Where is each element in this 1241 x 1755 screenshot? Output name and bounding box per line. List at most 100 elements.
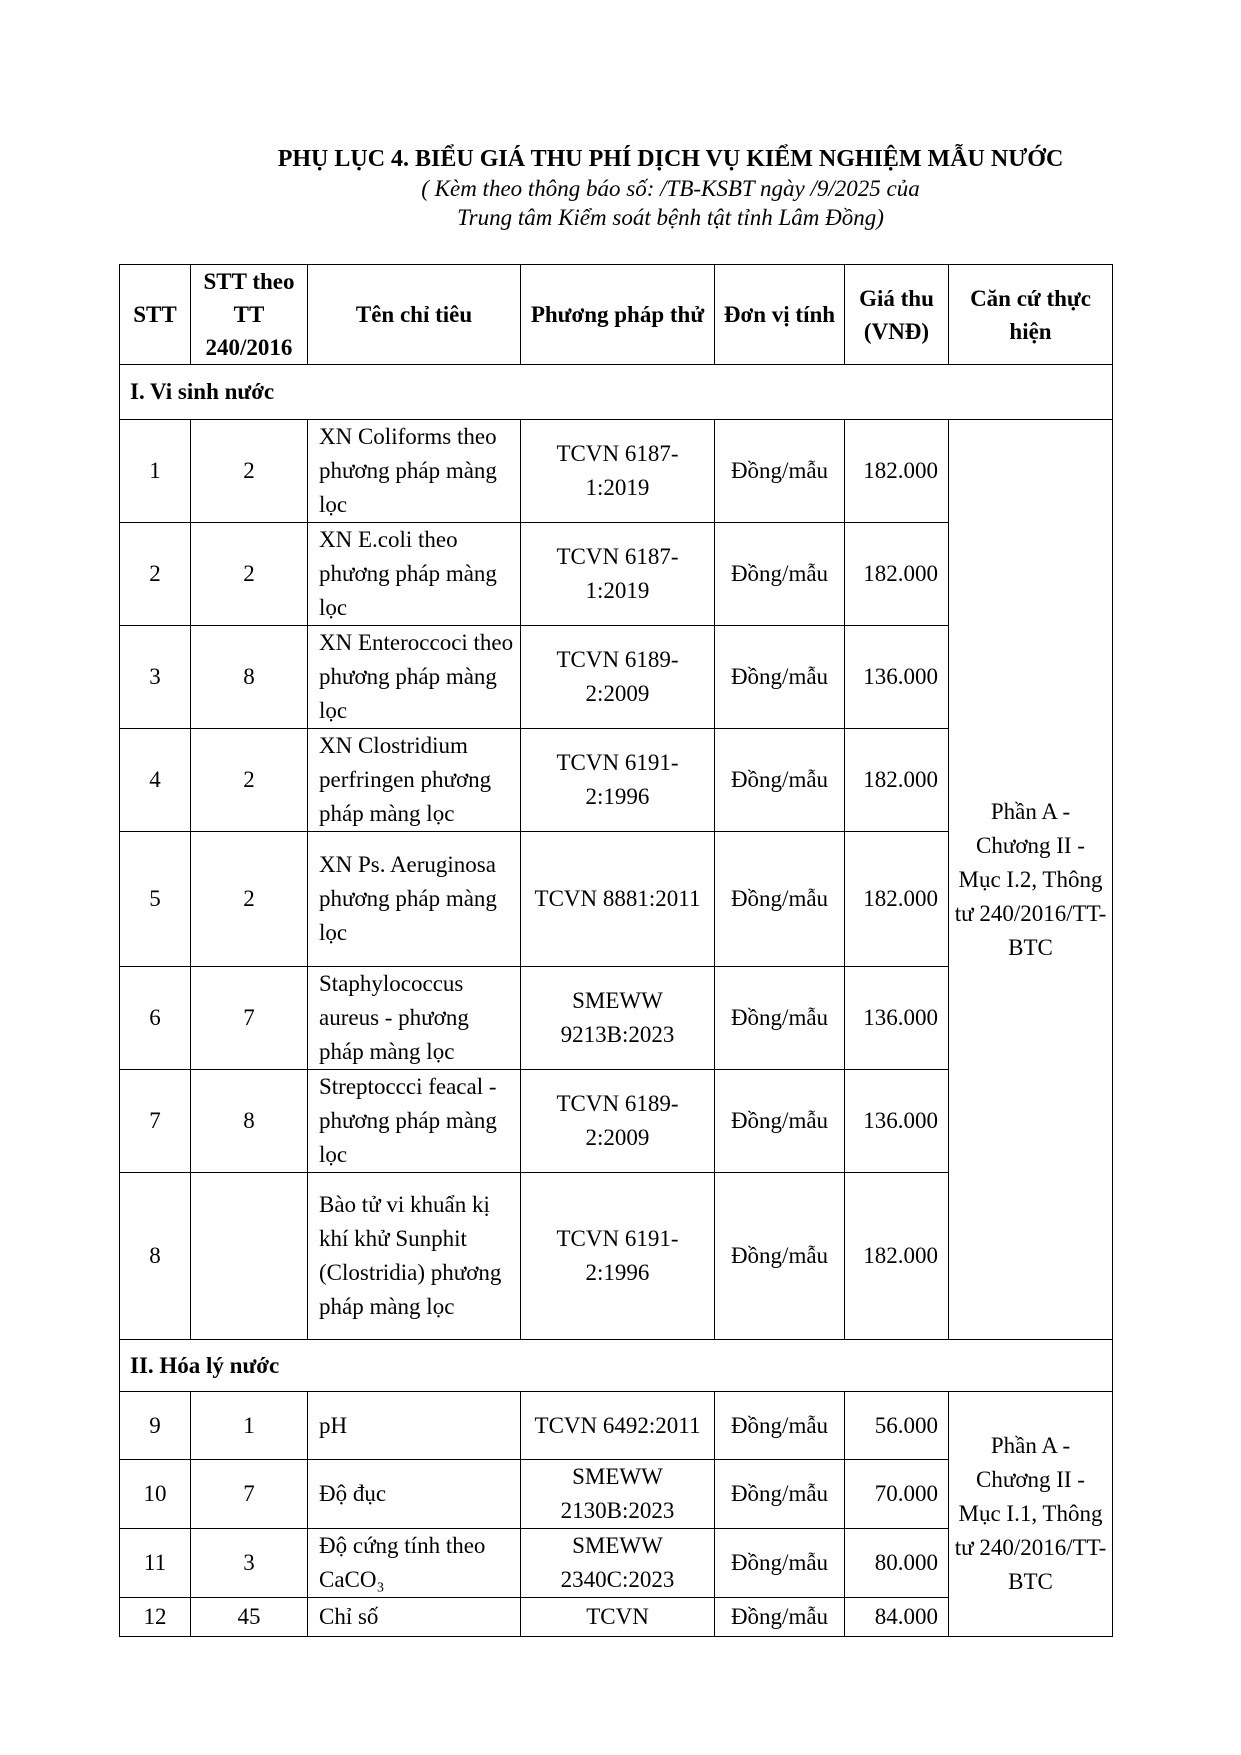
cell-stt-tt: 2	[190, 522, 308, 626]
header-method: Phương pháp thử	[520, 264, 715, 365]
cell-unit: Đồng/mẫu	[714, 1528, 845, 1598]
cell-stt-tt: 3	[190, 1528, 308, 1598]
cell-price: 56.000	[844, 1391, 949, 1460]
cell-stt-tt: 7	[190, 1459, 308, 1529]
cell-basis: Phần A - Chương II - Mục I.1, Thông tư 2…	[948, 1391, 1113, 1637]
cell-unit: Đồng/mẫu	[714, 728, 845, 832]
cell-stt-tt: 2	[190, 831, 308, 967]
cell-method: TCVN 8881:2011	[520, 831, 715, 967]
section-row: II. Hóa lý nước	[119, 1339, 1113, 1392]
cell-stt-tt: 8	[190, 1069, 308, 1173]
cell-method: TCVN 6187-1:2019	[520, 419, 715, 523]
cell-unit: Đồng/mẫu	[714, 1459, 845, 1529]
price-table: STT STT theo TT 240/2016 Tên chỉ tiêu Ph…	[119, 264, 1113, 1637]
cell-stt: 10	[119, 1459, 191, 1529]
document-title: PHỤ LỤC 4. BIỂU GIÁ THU PHÍ DỊCH VỤ KIỂM…	[277, 146, 1064, 172]
cell-name: XN E.coli theo phương pháp màng lọc	[307, 522, 521, 626]
cell-price: 70.000	[844, 1459, 949, 1529]
cell-stt: 6	[119, 966, 191, 1070]
cell-stt-tt: 2	[190, 419, 308, 523]
cell-method: TCVN 6492:2011	[520, 1391, 715, 1460]
cell-stt: 1	[119, 419, 191, 523]
table-row: 7 8 Streptoccci feacal - phương pháp màn…	[119, 1069, 1113, 1173]
header-stt: STT	[119, 264, 191, 365]
cell-price: 182.000	[844, 522, 949, 626]
cell-stt-tt: 2	[190, 728, 308, 832]
cell-basis: Phần A - Chương II - Mục I.2, Thông tư 2…	[948, 419, 1113, 1340]
cell-stt: 2	[119, 522, 191, 626]
cell-stt: 11	[119, 1528, 191, 1598]
cell-stt: 4	[119, 728, 191, 832]
cell-price: 182.000	[844, 831, 949, 967]
table-row: 12 45 Chỉ số TCVN Đồng/mẫu 84.000	[119, 1597, 1113, 1637]
cell-name: XN Coliforms theo phương pháp màng lọc	[307, 419, 521, 523]
cell-name: pH	[307, 1391, 521, 1460]
table-row: 2 2 XN E.coli theo phương pháp màng lọc …	[119, 522, 1113, 626]
cell-method: SMEWW 9213B:2023	[520, 966, 715, 1070]
table-row: 4 2 XN Clostridium perfringen phương phá…	[119, 728, 1113, 832]
header-basis: Căn cứ thực hiện	[948, 264, 1113, 365]
cell-price: 136.000	[844, 966, 949, 1070]
cell-name: Chỉ số	[307, 1597, 521, 1637]
table-row: 10 7 Độ đục SMEWW 2130B:2023 Đồng/mẫu 70…	[119, 1459, 1113, 1529]
cell-name: Độ cứng tính theo CaCO₃	[307, 1528, 521, 1598]
cell-method: TCVN	[520, 1597, 715, 1637]
cell-unit: Đồng/mẫu	[714, 1069, 845, 1173]
cell-method: TCVN 6189-2:2009	[520, 625, 715, 729]
cell-method: TCVN 6191-2:1996	[520, 1172, 715, 1340]
cell-price: 136.000	[844, 1069, 949, 1173]
cell-price: 80.000	[844, 1528, 949, 1598]
table-row: 9 1 pH TCVN 6492:2011 Đồng/mẫu 56.000 Phầ…	[119, 1391, 1113, 1637]
cell-unit: Đồng/mẫu	[714, 625, 845, 729]
cell-unit: Đồng/mẫu	[714, 1172, 845, 1340]
cell-method: TCVN 6191-2:1996	[520, 728, 715, 832]
cell-stt: 3	[119, 625, 191, 729]
cell-stt: 7	[119, 1069, 191, 1173]
cell-unit: Đồng/mẫu	[714, 1391, 845, 1460]
cell-name: Streptoccci feacal - phương pháp màng lọ…	[307, 1069, 521, 1173]
cell-method: TCVN 6189-2:2009	[520, 1069, 715, 1173]
cell-stt: 12	[119, 1597, 191, 1637]
table-row: 11 3 Độ cứng tính theo CaCO₃ SMEWW 2340C…	[119, 1528, 1113, 1598]
table-row: 3 8 XN Enteroccoci theo phương pháp màng…	[119, 625, 1113, 729]
section-row: I. Vi sinh nước	[119, 364, 1113, 420]
cell-unit: Đồng/mẫu	[714, 831, 845, 967]
cell-stt-tt	[190, 1172, 308, 1340]
cell-stt-tt: 8	[190, 625, 308, 729]
cell-price: 182.000	[844, 728, 949, 832]
cell-stt-tt: 7	[190, 966, 308, 1070]
cell-unit: Đồng/mẫu	[714, 522, 845, 626]
section-title: II. Hóa lý nước	[119, 1339, 1113, 1392]
header-price: Giá thu (VNĐ)	[844, 264, 949, 365]
section-title: I. Vi sinh nước	[119, 364, 1113, 420]
header-unit: Đơn vị tính	[714, 264, 845, 365]
cell-name: XN Enteroccoci theo phương pháp màng lọc	[307, 625, 521, 729]
cell-method: TCVN 6187-1:2019	[520, 522, 715, 626]
subtitle-line-2: Trung tâm Kiểm soát bệnh tật tỉnh Lâm Đồ…	[457, 205, 884, 230]
cell-name: Độ đục	[307, 1459, 521, 1529]
cell-stt: 8	[119, 1172, 191, 1340]
cell-price: 136.000	[844, 625, 949, 729]
cell-method: SMEWW 2340C:2023	[520, 1528, 715, 1598]
table-row: 1 2 XN Coliforms theo phương pháp màng l…	[119, 419, 1113, 1340]
subtitle-line-1: ( Kèm theo thông báo số: /TB-KSBT ngày /…	[421, 176, 920, 201]
cell-stt-tt: 45	[190, 1597, 308, 1637]
cell-method: SMEWW 2130B:2023	[520, 1459, 715, 1529]
cell-name: Staphylococcus aureus - phương pháp màng…	[307, 966, 521, 1070]
cell-stt-tt: 1	[190, 1391, 308, 1460]
cell-name: Bào tử vi khuẩn kị khí khử Sunphit (Clos…	[307, 1172, 521, 1340]
header-name: Tên chỉ tiêu	[307, 264, 521, 365]
cell-price: 182.000	[844, 419, 949, 523]
cell-unit: Đồng/mẫu	[714, 419, 845, 523]
header-stt-tt: STT theo TT 240/2016	[190, 264, 308, 365]
cell-price: 84.000	[844, 1597, 949, 1637]
table-row: 6 7 Staphylococcus aureus - phương pháp …	[119, 966, 1113, 1070]
cell-name: XN Clostridium perfringen phương pháp mà…	[307, 728, 521, 832]
table-row: 8 Bào tử vi khuẩn kị khí khử Sunphit (Cl…	[119, 1172, 1113, 1340]
cell-stt: 5	[119, 831, 191, 967]
cell-name: XN Ps. Aeruginosa phương pháp màng lọc	[307, 831, 521, 967]
cell-stt: 9	[119, 1391, 191, 1460]
cell-unit: Đồng/mẫu	[714, 966, 845, 1070]
cell-unit: Đồng/mẫu	[714, 1597, 845, 1637]
cell-price: 182.000	[844, 1172, 949, 1340]
